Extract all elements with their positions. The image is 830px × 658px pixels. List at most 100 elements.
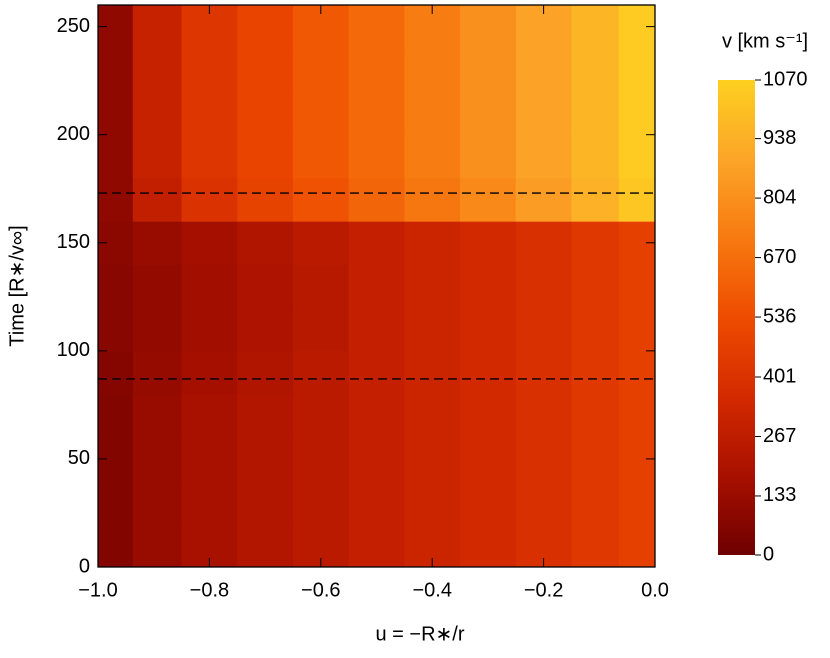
contour-cell: [237, 5, 294, 49]
contour-cell: [404, 91, 461, 136]
contour-cell: [292, 350, 350, 395]
colorbar-tick-label: 401: [763, 365, 796, 387]
colorbar-tick-label: 1070: [763, 68, 808, 90]
contour-cell: [460, 523, 517, 568]
contour-cell: [181, 91, 238, 136]
contour-cell: [460, 437, 517, 482]
contour-cell: [181, 307, 238, 352]
colorbar-tick-label: 804: [763, 186, 796, 208]
x-tick-label: −0.8: [190, 579, 229, 601]
colorbar-label: v [km s⁻¹]: [722, 30, 808, 52]
contour-cell: [618, 134, 656, 179]
contour-cell: [132, 5, 183, 49]
contour-cell: [237, 264, 294, 309]
contour-cell: [618, 523, 656, 568]
contour-cell: [98, 91, 134, 136]
contour-cell: [515, 350, 572, 395]
contour-cell: [98, 307, 134, 352]
contour-cell: [571, 523, 620, 568]
contour-cell: [292, 177, 350, 222]
contour-cell: [132, 350, 183, 395]
contour-cell: [132, 91, 183, 136]
contour-cell: [515, 221, 572, 265]
contour-cell: [292, 394, 350, 438]
contour-cell: [571, 5, 620, 49]
contour-cell: [98, 523, 134, 568]
contour-cell: [571, 177, 620, 222]
contour-cell: [98, 48, 134, 92]
x-tick-label: −0.4: [412, 579, 451, 601]
contour-cell: [237, 48, 294, 92]
contour-cell: [618, 350, 656, 395]
contour-cell: [404, 221, 461, 265]
x-tick-label: −1.0: [78, 579, 117, 601]
contour-cell: [404, 437, 461, 482]
contour-cell: [181, 437, 238, 482]
colorbar-tick-label: 670: [763, 246, 796, 268]
contour-cell: [292, 221, 350, 265]
contour-cell: [618, 307, 656, 352]
contour-cell: [404, 177, 461, 222]
y-tick-label: 150: [57, 231, 90, 253]
contour-cell: [348, 91, 405, 136]
contour-cell: [348, 264, 405, 309]
contour-cell: [237, 221, 294, 265]
contour-cell: [515, 437, 572, 482]
contour-cell: [515, 134, 572, 179]
contour-cell: [571, 48, 620, 92]
contour-cell: [181, 350, 238, 395]
contour-cell: [618, 480, 656, 525]
contour-cell: [348, 480, 405, 525]
plot-frame: [97, 4, 656, 568]
contour-cell: [515, 91, 572, 136]
contour-cell: [404, 264, 461, 309]
contour-cell: [460, 177, 517, 222]
contour-cell: [404, 134, 461, 179]
contour-cell: [132, 480, 183, 525]
contour-cell: [460, 307, 517, 352]
contour-cell: [348, 437, 405, 482]
contour-cell: [571, 91, 620, 136]
contour-cell: [515, 177, 572, 222]
contour-cell: [132, 394, 183, 438]
y-tick-label: 250: [57, 15, 90, 37]
x-tick-label: −0.2: [524, 579, 563, 601]
contour-cell: [460, 134, 517, 179]
y-axis-label: Time [R∗/v∞]: [6, 225, 28, 346]
contour-cell: [132, 437, 183, 482]
contour-cell: [292, 264, 350, 309]
contour-cell: [132, 523, 183, 568]
colorbar: [718, 80, 755, 555]
contour-cell: [292, 91, 350, 136]
contour-cell: [132, 264, 183, 309]
contour-cell: [348, 134, 405, 179]
contour-cell: [237, 437, 294, 482]
contour-cell: [618, 394, 656, 438]
contour-cell: [404, 394, 461, 438]
contour-cell: [460, 394, 517, 438]
contour-cell: [292, 48, 350, 92]
contour-cell: [515, 480, 572, 525]
colorbar-tick-label: 133: [763, 484, 796, 506]
x-axis-label: u = −R∗/r: [375, 623, 464, 645]
contour-cell: [460, 480, 517, 525]
colorbar-tick-label: 267: [763, 425, 796, 447]
contour-cell: [618, 264, 656, 309]
contour-cell: [348, 523, 405, 568]
contour-cell: [404, 307, 461, 352]
contour-cell: [237, 394, 294, 438]
contour-cell: [515, 307, 572, 352]
contour-cell: [237, 350, 294, 395]
contour-cell: [618, 91, 656, 136]
contour-cell: [237, 480, 294, 525]
contour-cell: [98, 177, 134, 222]
contour-cell: [292, 480, 350, 525]
x-tick-label: 0.0: [641, 579, 669, 601]
contour-cell: [132, 134, 183, 179]
contour-cell: [181, 221, 238, 265]
contour-cell: [292, 437, 350, 482]
contour-cell: [348, 48, 405, 92]
contour-cell: [132, 48, 183, 92]
contour-cell: [348, 394, 405, 438]
contour-cell: [98, 350, 134, 395]
